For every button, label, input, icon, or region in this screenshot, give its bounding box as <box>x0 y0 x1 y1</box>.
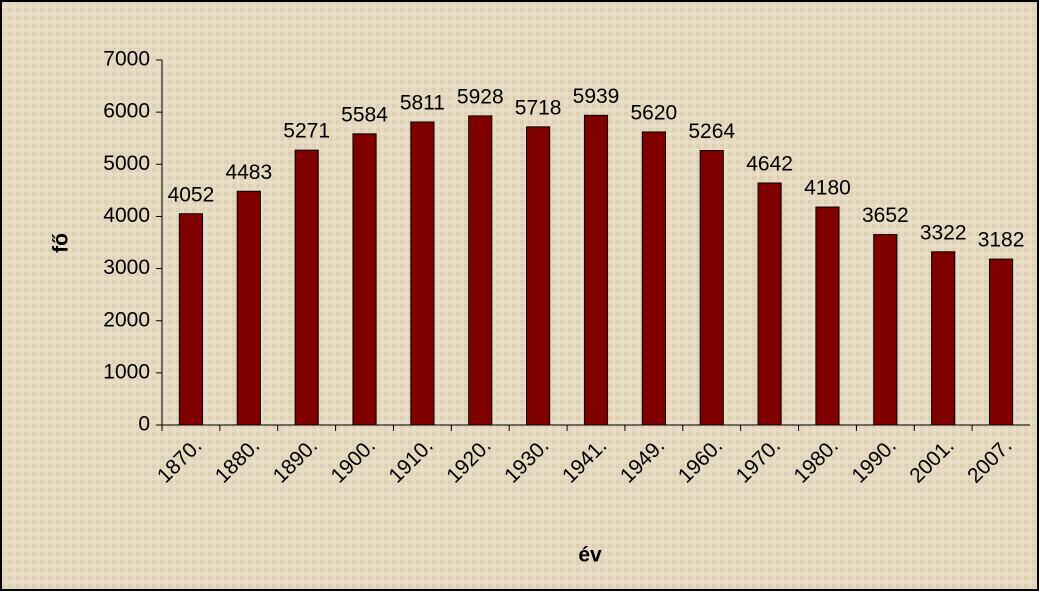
bar <box>468 115 493 426</box>
x-axis-label: év <box>578 544 602 567</box>
y-axis-label: fő <box>50 233 73 253</box>
y-tick-label: 2000 <box>103 308 150 331</box>
bar <box>583 114 609 426</box>
bar <box>410 121 435 426</box>
data-label: 5811 <box>400 92 445 115</box>
bar <box>236 190 261 426</box>
bar <box>873 234 898 426</box>
data-label: 5584 <box>341 103 388 126</box>
data-label: 5264 <box>688 120 735 143</box>
bar <box>931 251 956 426</box>
data-label: 3652 <box>862 204 909 227</box>
bar <box>699 150 724 426</box>
bar <box>294 149 319 426</box>
data-label: 4052 <box>168 183 215 206</box>
y-tick-label: 4000 <box>103 204 150 227</box>
bar <box>526 126 551 426</box>
y-tick-label: 3000 <box>103 256 150 279</box>
data-label: 4180 <box>804 177 851 200</box>
y-tick-label: 1000 <box>103 360 150 383</box>
data-label: 5718 <box>515 96 562 119</box>
y-tick-label: 6000 <box>103 100 150 123</box>
y-tick-label: 0 <box>138 413 150 436</box>
data-label: 5620 <box>631 102 678 125</box>
data-label: 5928 <box>457 85 504 108</box>
bar <box>988 258 1014 426</box>
bar <box>352 133 377 426</box>
bar <box>178 213 204 426</box>
data-label: 4642 <box>746 152 793 175</box>
data-label: 3322 <box>920 221 967 244</box>
data-label: 5271 <box>283 120 330 143</box>
data-label: 4483 <box>225 161 272 184</box>
bar <box>815 206 840 426</box>
y-tick-label: 5000 <box>103 152 150 175</box>
bar <box>641 131 666 426</box>
data-label: 5939 <box>573 85 620 108</box>
data-label: 3182 <box>978 229 1025 252</box>
bar <box>757 182 782 426</box>
y-tick-label: 7000 <box>103 48 150 71</box>
